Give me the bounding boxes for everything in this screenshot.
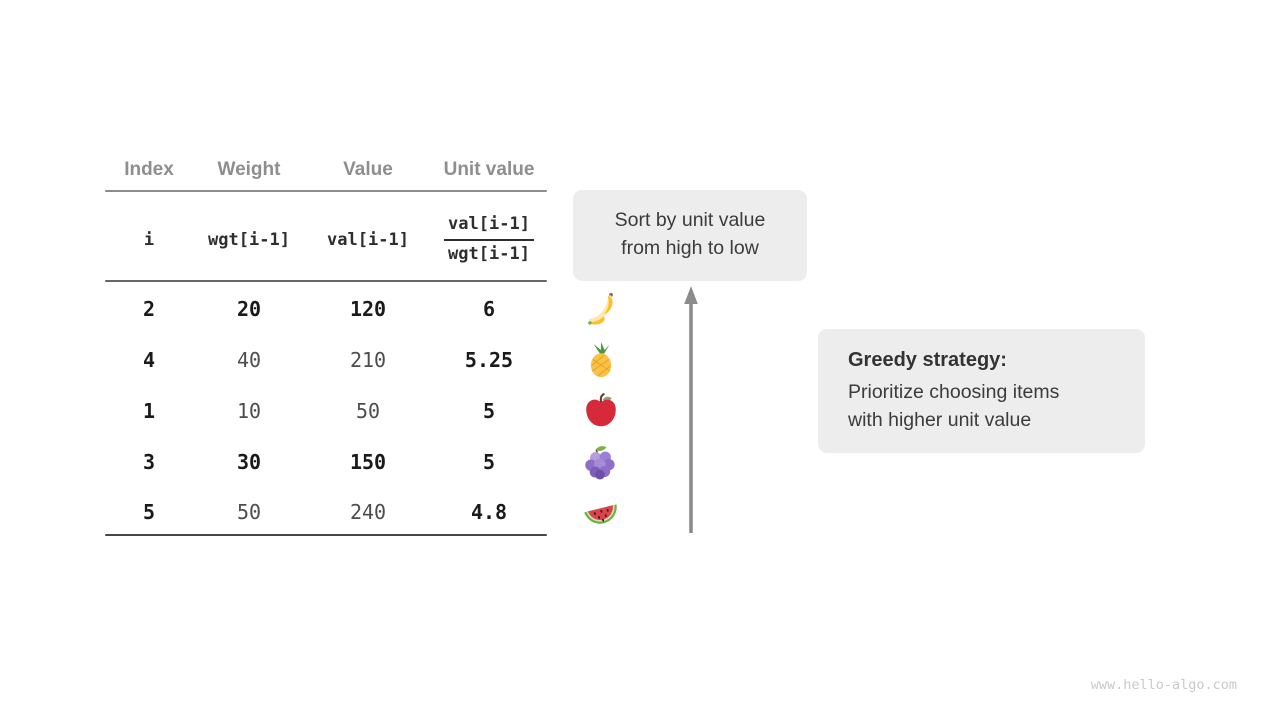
table-row: 1 10 50 5 (105, 397, 547, 425)
header-unit-value: Unit value (443, 159, 535, 180)
greedy-strategy-line1: Prioritize choosing items (848, 381, 1060, 403)
cell-value: 240 (349, 500, 387, 524)
cell-index: 3 (142, 450, 156, 474)
cell-index: 4 (142, 348, 156, 372)
table-row: 3 30 150 5 (105, 448, 547, 476)
table-row: 4 40 210 5.25 (105, 346, 547, 374)
cell-weight: 30 (236, 450, 262, 474)
cell-value: 120 (349, 297, 387, 321)
formula-value: val[i-1] (327, 230, 409, 250)
unit-value-table: Index Weight Value Unit value i wgt[i-1]… (105, 0, 547, 560)
formula-unit-fraction: val[i-1] wgt[i-1] (431, 215, 547, 264)
header-value: Value (343, 159, 393, 180)
cell-weight: 10 (236, 399, 262, 423)
fraction-denominator: wgt[i-1] (448, 244, 530, 264)
header-index: Index (124, 159, 174, 180)
table-formula-row: i wgt[i-1] val[i-1] val[i-1] wgt[i-1] (105, 202, 547, 278)
sort-note-line2: from high to low (621, 236, 759, 259)
greedy-strategy-box: Greedy strategy: Prioritize choosing ite… (818, 329, 1145, 453)
table-rule-bottom (105, 534, 547, 536)
formula-index: i (143, 230, 155, 250)
apple-icon (582, 392, 620, 430)
fraction-numerator: val[i-1] (444, 215, 534, 241)
cell-unit-value: 5 (482, 450, 496, 474)
cell-unit-value: 6 (482, 297, 496, 321)
cell-weight: 50 (236, 500, 262, 524)
sort-direction-arrow-icon (682, 285, 700, 540)
cell-value: 50 (355, 399, 381, 423)
sort-note-box: Sort by unit value from high to low (573, 190, 807, 281)
cell-weight: 40 (236, 348, 262, 372)
grapes-icon (582, 443, 620, 481)
watermelon-icon (582, 493, 620, 531)
cell-weight: 20 (236, 297, 262, 321)
formula-weight: wgt[i-1] (208, 230, 290, 250)
table-rule-middle (105, 280, 547, 282)
cell-value: 210 (349, 348, 387, 372)
pineapple-icon (582, 341, 620, 379)
cell-index: 5 (142, 500, 156, 524)
table-row: 2 20 120 6 (105, 295, 547, 323)
header-weight: Weight (217, 159, 281, 180)
table-header-row: Index Weight Value Unit value (105, 156, 547, 184)
sort-note-line1: Sort by unit value (614, 209, 766, 231)
cell-value: 150 (349, 450, 387, 474)
greedy-strategy-line2: with higher unit value (848, 409, 1032, 431)
cell-unit-value: 4.8 (470, 500, 508, 524)
cell-unit-value: 5 (482, 399, 496, 423)
cell-unit-value: 5.25 (464, 348, 514, 372)
cell-index: 2 (142, 297, 156, 321)
cell-index: 1 (142, 399, 156, 423)
greedy-strategy-title: Greedy strategy: (848, 349, 1007, 371)
banana-icon (582, 290, 620, 328)
table-rule-top (105, 190, 547, 192)
table-row: 5 50 240 4.8 (105, 498, 547, 526)
site-watermark: www.hello-algo.com (1090, 677, 1237, 693)
